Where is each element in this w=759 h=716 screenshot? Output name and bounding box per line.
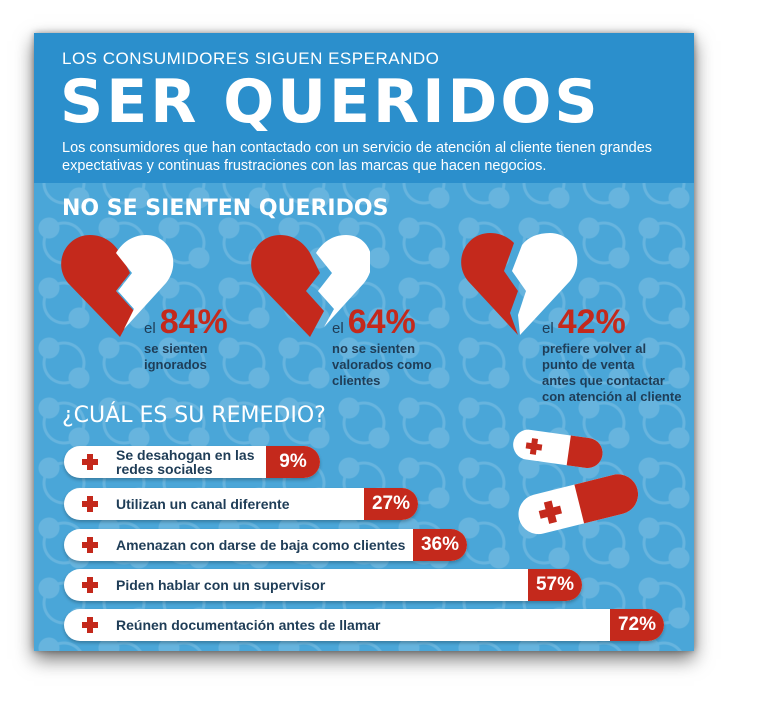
remedy-bar: Se desahogan en las redes sociales 9% (64, 446, 320, 478)
stat-prefix: el (332, 320, 344, 337)
remedy-bar: Piden hablar con un supervisor 57% (64, 569, 582, 601)
remedy-label: Piden hablar con un supervisor (116, 577, 326, 593)
remedy-value: 36% (413, 529, 467, 561)
remedy-label: Amenazan con darse de baja como clientes (116, 537, 406, 553)
remedy-value: 9% (266, 446, 320, 478)
stat-description: no se sienten valorados como clientes (332, 341, 432, 388)
broken-heart-icon (251, 235, 370, 337)
medical-cross-icon (82, 577, 98, 593)
intro-text: Los consumidores que han contactado con … (62, 140, 653, 174)
section-title-remedy: ¿CUÁL ES SU REMEDIO? (62, 403, 326, 428)
stat-value: 64% (347, 303, 416, 341)
medical-cross-icon (82, 496, 98, 512)
pill-icon (513, 429, 639, 535)
infographic: LOS CONSUMIDORES SIGUEN ESPERANDO SER QU… (34, 33, 694, 651)
section-title-not-loved: NO SE SIENTEN QUERIDOS (62, 196, 389, 221)
supertitle: LOS CONSUMIDORES SIGUEN ESPERANDO (62, 49, 440, 68)
header: LOS CONSUMIDORES SIGUEN ESPERANDO SER QU… (34, 33, 694, 183)
medical-cross-icon (82, 617, 98, 633)
stat-prefix: el (542, 320, 554, 337)
remedy-value: 72% (610, 609, 664, 641)
remedy-label: Reúnen documentación antes de llamar (116, 617, 381, 633)
stat-prefix: el (144, 320, 156, 337)
broken-heart-icon (61, 235, 174, 337)
stat-description: prefiere volver al punto de venta antes … (542, 341, 682, 404)
medical-cross-icon (82, 537, 98, 553)
remedy-label: Utilizan un canal diferente (116, 496, 290, 512)
remedy-bar: Amenazan con darse de baja como clientes… (64, 529, 467, 561)
remedy-value: 57% (528, 569, 582, 601)
remedy-value: 27% (364, 488, 418, 520)
stat-description: se sienten ignorados (144, 341, 208, 372)
medical-cross-icon (82, 454, 98, 470)
stat-prefer-store: el 42% prefiere volver al punto de venta … (542, 305, 681, 405)
main-title: SER QUERIDOS (60, 67, 601, 137)
remedy-bar: Reúnen documentación antes de llamar 72% (64, 609, 664, 641)
stat-ignored: el 84% se sienten ignorados (144, 305, 228, 373)
stat-value: 42% (557, 303, 626, 341)
broken-heart-icon (461, 233, 578, 335)
stat-not-valued: el 64% no se sienten valorados como clien… (332, 305, 432, 389)
stat-value: 84% (159, 303, 228, 341)
remedy-bar: Utilizan un canal diferente 27% (64, 488, 418, 520)
remedy-label: Se desahogan en las redes sociales (116, 447, 255, 477)
